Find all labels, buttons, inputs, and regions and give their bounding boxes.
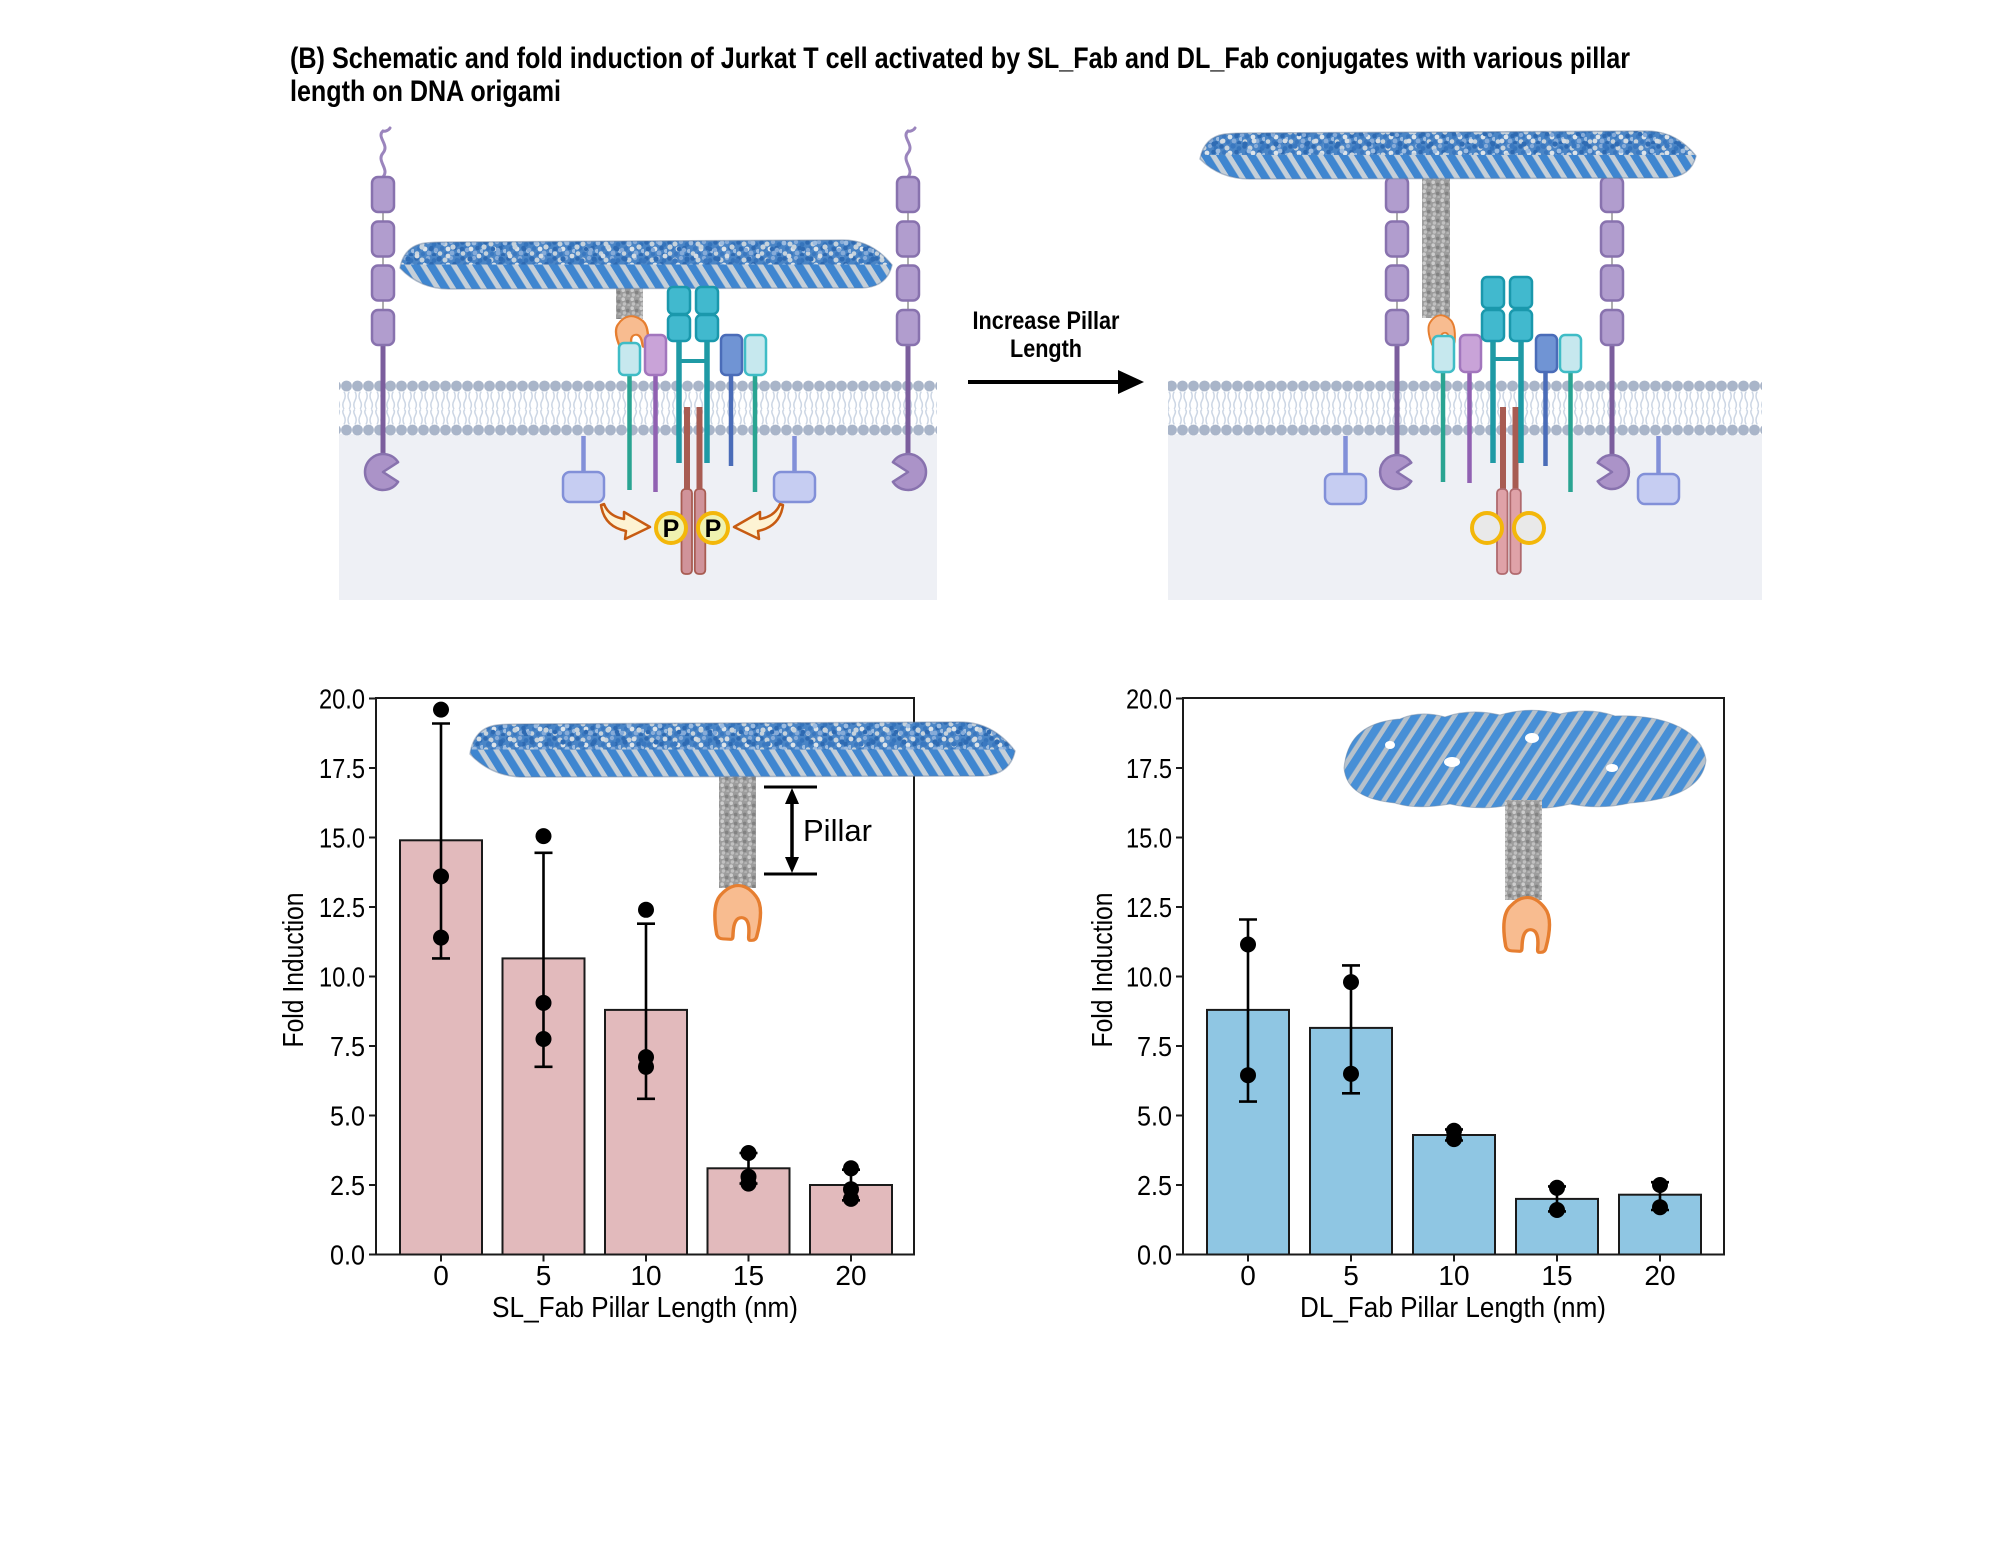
svg-text:20: 20 bbox=[1644, 1260, 1675, 1291]
svg-text:10.0: 10.0 bbox=[319, 962, 365, 993]
svg-text:Increase Pillar: Increase Pillar bbox=[973, 307, 1120, 335]
svg-text:10: 10 bbox=[1438, 1260, 1469, 1291]
svg-text:5.0: 5.0 bbox=[330, 1101, 365, 1132]
svg-text:Fold Induction: Fold Induction bbox=[1087, 893, 1119, 1048]
svg-text:2.5: 2.5 bbox=[330, 1170, 365, 1201]
svg-text:Fold Induction: Fold Induction bbox=[278, 893, 310, 1048]
svg-text:12.5: 12.5 bbox=[319, 892, 365, 923]
svg-text:7.5: 7.5 bbox=[330, 1031, 365, 1062]
svg-text:Pillar: Pillar bbox=[803, 813, 872, 848]
svg-text:20: 20 bbox=[835, 1260, 866, 1291]
svg-text:20.0: 20.0 bbox=[319, 684, 365, 715]
svg-text:0: 0 bbox=[433, 1260, 449, 1291]
svg-text:15: 15 bbox=[733, 1260, 764, 1291]
svg-text:0: 0 bbox=[1240, 1260, 1256, 1291]
svg-text:length on DNA origami: length on DNA origami bbox=[290, 75, 561, 108]
svg-text:P: P bbox=[705, 515, 722, 543]
svg-text:0.0: 0.0 bbox=[330, 1240, 365, 1271]
svg-text:P: P bbox=[663, 515, 680, 543]
svg-text:0.0: 0.0 bbox=[1137, 1240, 1172, 1271]
svg-text:5: 5 bbox=[536, 1260, 552, 1291]
svg-text:15: 15 bbox=[1541, 1260, 1572, 1291]
svg-text:Length: Length bbox=[1010, 335, 1082, 363]
svg-text:7.5: 7.5 bbox=[1137, 1031, 1172, 1062]
svg-text:2.5: 2.5 bbox=[1137, 1170, 1172, 1201]
svg-text:15.0: 15.0 bbox=[1126, 823, 1172, 854]
svg-text:5.0: 5.0 bbox=[1137, 1101, 1172, 1132]
svg-text:10: 10 bbox=[630, 1260, 661, 1291]
svg-text:SL_Fab Pillar Length (nm): SL_Fab Pillar Length (nm) bbox=[492, 1292, 798, 1324]
svg-text:17.5: 17.5 bbox=[1126, 753, 1172, 784]
svg-text:DL_Fab Pillar Length (nm): DL_Fab Pillar Length (nm) bbox=[1300, 1292, 1606, 1324]
svg-text:12.5: 12.5 bbox=[1126, 892, 1172, 923]
svg-text:15.0: 15.0 bbox=[319, 823, 365, 854]
svg-text:20.0: 20.0 bbox=[1126, 684, 1172, 715]
svg-text:5: 5 bbox=[1343, 1260, 1359, 1291]
svg-text:17.5: 17.5 bbox=[319, 753, 365, 784]
svg-text:10.0: 10.0 bbox=[1126, 962, 1172, 993]
svg-text:(B) Schematic and fold inducti: (B) Schematic and fold induction of Jurk… bbox=[290, 42, 1630, 75]
